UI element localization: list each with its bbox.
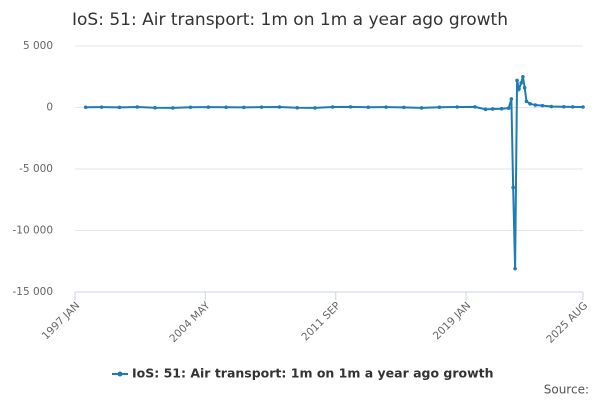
- data-point: [513, 266, 517, 271]
- data-point: [419, 106, 424, 110]
- data-point: [549, 104, 554, 109]
- data-point: [499, 106, 504, 111]
- data-point: [153, 105, 157, 110]
- data-point: [483, 107, 488, 112]
- data-point: [135, 105, 140, 109]
- data-point: [206, 105, 211, 109]
- x-tick-label: 1997 JAN: [40, 300, 82, 342]
- data-line: [85, 76, 584, 269]
- data-point: [490, 107, 495, 111]
- data-point: [242, 105, 246, 110]
- data-point: [117, 105, 122, 110]
- data-point: [473, 105, 477, 109]
- data-point: [330, 105, 335, 109]
- data-point: [295, 105, 299, 110]
- y-tick-label: 5 000: [23, 40, 53, 52]
- data-point: [313, 106, 317, 110]
- data-point: [366, 105, 371, 110]
- data-point: [83, 105, 88, 110]
- data-point: [528, 102, 532, 106]
- data-point: [506, 106, 511, 110]
- x-tick-label: 2011 SEP: [299, 300, 343, 344]
- data-point: [402, 105, 406, 110]
- data-point: [517, 87, 521, 91]
- legend-label: IoS: 51: Air transport: 1m on 1m a year …: [132, 366, 494, 381]
- y-tick-label: -5 000: [19, 163, 53, 175]
- data-point: [533, 103, 538, 107]
- data-point: [524, 99, 529, 104]
- data-point: [170, 106, 175, 110]
- x-tick-label: 2019 JAN: [431, 300, 473, 342]
- data-point: [509, 97, 514, 101]
- data-point: [348, 105, 353, 109]
- data-point: [511, 185, 515, 190]
- source: Source:: [544, 383, 589, 397]
- data-point: [515, 78, 519, 83]
- x-tick-label: 2004 MAY: [167, 299, 213, 345]
- y-tick-label: -10 000: [12, 225, 53, 237]
- data-point: [521, 74, 525, 79]
- data-point: [540, 103, 545, 108]
- data-point: [581, 105, 585, 109]
- data-point: [188, 105, 193, 110]
- y-tick-label: -15 000: [12, 286, 53, 298]
- data-point: [384, 105, 388, 109]
- data-point: [562, 104, 566, 109]
- data-point: [522, 86, 527, 90]
- x-tick-label: 2025 AUG: [544, 300, 590, 346]
- data-point: [259, 105, 264, 109]
- data-point: [437, 105, 442, 110]
- data-point: [455, 105, 459, 109]
- data-point: [570, 105, 575, 109]
- data-point: [277, 105, 282, 109]
- y-tick-label: 0: [46, 102, 53, 114]
- data-point: [519, 81, 523, 85]
- legend-marker: [117, 371, 123, 377]
- chart-title: IoS: 51: Air transport: 1m on 1m a year …: [72, 10, 508, 30]
- data-point: [99, 105, 104, 109]
- data-point: [224, 105, 228, 110]
